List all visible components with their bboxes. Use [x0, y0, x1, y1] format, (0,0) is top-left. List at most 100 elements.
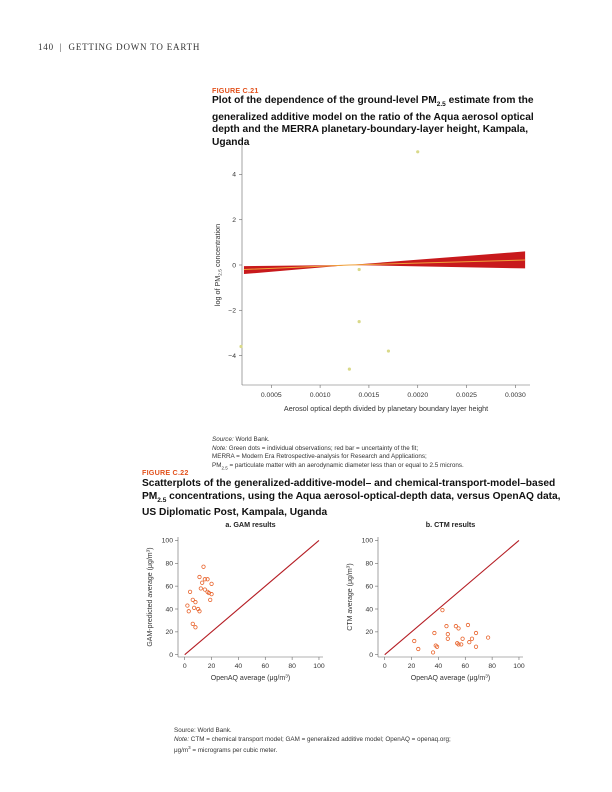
- data-point: [209, 581, 214, 586]
- y-tick-label: 20: [165, 629, 173, 636]
- figure-c22-label: FIGURE C.22: [142, 468, 189, 477]
- title-text: Scatterplots of the generalized-additive…: [142, 478, 556, 489]
- data-point: [432, 630, 437, 636]
- y-axis-label: log of PM2.5 concentration: [213, 224, 224, 306]
- x-tick-label: 100: [313, 663, 325, 670]
- x-tick-label: 0.0025: [456, 392, 477, 399]
- data-point: [434, 644, 440, 649]
- note-text: = micrograms per cubic meter.: [190, 747, 278, 755]
- data-point: [193, 600, 198, 605]
- x-axis-label: OpenAQ average (μg/m3): [411, 674, 490, 683]
- data-point: [208, 597, 213, 602]
- y-tick-label: 2: [232, 217, 236, 224]
- x-axis-label: OpenAQ average (μg/m3): [211, 674, 290, 683]
- observation-point: [239, 344, 243, 349]
- y-tick-label: 80: [365, 561, 373, 568]
- y-axis-label: CTM average (μg/m3): [346, 563, 355, 630]
- figure-c21-title: Plot of the dependence of the ground-lev…: [212, 95, 542, 149]
- data-point: [209, 592, 214, 597]
- note-label: Note:: [174, 735, 190, 743]
- running-header: 140 | GETTING DOWN TO EARTH: [38, 42, 200, 52]
- x-tick-label: 80: [288, 663, 296, 670]
- fit-line: [243, 259, 526, 271]
- running-title: GETTING DOWN TO EARTH: [68, 42, 201, 52]
- ctm-panel: b. CTM results 0 0 20 20 40 40 60 60 80 80 100 100 Op…: [346, 520, 525, 682]
- source-text: Source: World Bank.: [174, 727, 232, 734]
- y-tick-label: 4: [232, 172, 236, 179]
- y-tick-label: 0: [169, 652, 173, 659]
- x-tick-label: 0.0005: [261, 392, 282, 399]
- data-point: [453, 624, 458, 629]
- x-tick-label: 100: [513, 663, 525, 670]
- data-point: [456, 626, 461, 631]
- y-tick-label: 60: [365, 583, 373, 590]
- data-point: [205, 577, 210, 582]
- figure-c22-title: Scatterplots of the generalized-additive…: [142, 478, 562, 520]
- data-point: [186, 609, 191, 614]
- data-point: [430, 650, 436, 655]
- figure-c21-notes: Source: World Bank. Note: Green dots = i…: [212, 436, 552, 473]
- data-point: [200, 580, 205, 585]
- note-text: CTM = chemical transport model; GAM = ge…: [189, 735, 451, 743]
- data-point: [412, 638, 417, 644]
- uncertainty-band: [243, 251, 526, 275]
- note-text: = particulate matter with an aerodynamic…: [227, 461, 464, 469]
- y-axis-label: GAM-predicted average (μg/m3): [146, 547, 155, 646]
- x-tick-label: 0: [183, 663, 187, 670]
- panel-title: b. CTM results: [426, 520, 476, 529]
- data-point: [202, 587, 207, 592]
- data-point: [465, 622, 471, 628]
- panel-title: a. GAM results: [225, 520, 275, 529]
- x-tick-label: 0: [383, 663, 387, 670]
- plot-area: −4 −2 0 2 4 0.0005 0.0010 0.0015 0.0020 0.0025 0.0…: [228, 145, 530, 399]
- observation-point: [347, 367, 351, 371]
- title-text: Uganda: [212, 136, 250, 148]
- data-point: [197, 609, 202, 614]
- title-text: estimate from the: [445, 95, 534, 106]
- figure-c22-notes: Source: World Bank. Note: CTM = chemical…: [174, 727, 554, 756]
- x-tick-label: 0.0030: [505, 392, 526, 399]
- y-tick-label: 0: [232, 262, 236, 269]
- title-text: PM: [142, 490, 158, 502]
- source-text: World Bank.: [233, 436, 270, 443]
- x-tick-label: 40: [235, 663, 243, 670]
- data-point: [190, 621, 195, 626]
- title-subscript: 2.5: [157, 496, 167, 504]
- y-tick-label: 100: [162, 538, 174, 545]
- x-tick-label: 20: [408, 663, 416, 670]
- data-point: [192, 605, 197, 610]
- data-point: [473, 630, 479, 636]
- data-point: [202, 577, 207, 582]
- title-text: Plot of the dependence of the ground-lev…: [212, 95, 437, 106]
- data-point: [459, 642, 464, 647]
- y-tick-label: 40: [165, 606, 173, 613]
- identity-line: [184, 540, 320, 656]
- note-text: MERRA = Modern Era Retrospective-analysi…: [212, 453, 427, 461]
- data-point: [456, 642, 461, 647]
- observation-point: [357, 320, 361, 324]
- note-superscript: 3: [188, 745, 191, 751]
- identity-line: [384, 540, 520, 656]
- note-text: μg/m: [174, 747, 189, 755]
- data-point: [467, 640, 472, 645]
- x-tick-label: 40: [435, 663, 443, 670]
- x-tick-label: 80: [488, 663, 496, 670]
- source-label: Source:: [212, 436, 234, 443]
- x-tick-label: 20: [208, 663, 216, 670]
- note-label: Note:: [212, 444, 228, 452]
- title-text: depth and the MERRA planetary-boundary-l…: [212, 124, 529, 136]
- data-point: [469, 636, 475, 641]
- data-point: [198, 586, 203, 591]
- data-point: [444, 624, 449, 629]
- note-text: PM: [212, 461, 222, 469]
- x-tick-label: 60: [261, 663, 269, 670]
- y-tick-label: 60: [165, 583, 173, 590]
- observation-point: [386, 349, 391, 353]
- gam-panel: a. GAM results 0 0 20 20 40 40 60 60 80 80 100 100 Op…: [146, 520, 325, 682]
- data-point: [445, 636, 450, 641]
- data-point: [197, 574, 202, 580]
- data-point: [473, 644, 479, 649]
- data-point: [416, 646, 421, 652]
- data-point: [440, 608, 445, 613]
- data-point: [460, 636, 465, 641]
